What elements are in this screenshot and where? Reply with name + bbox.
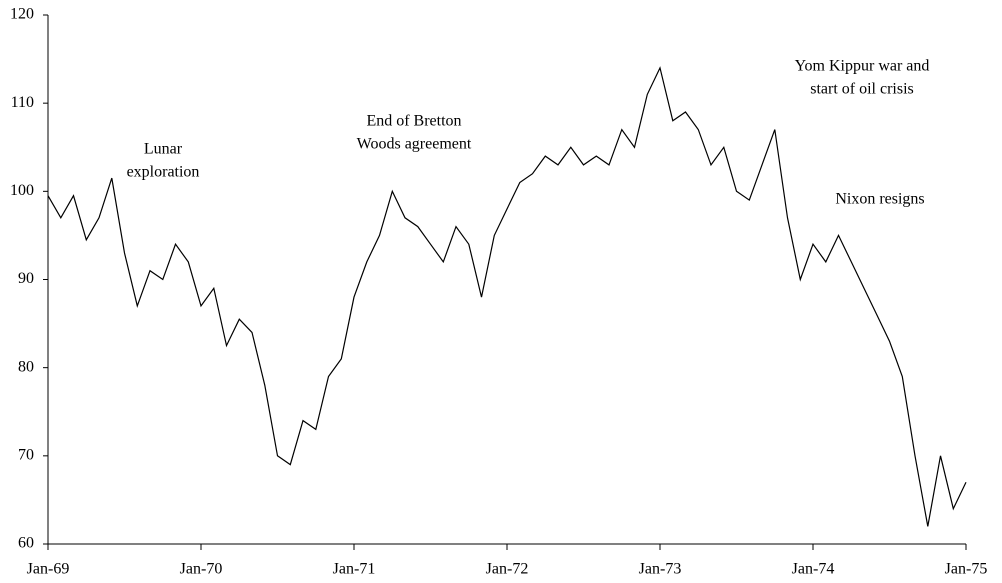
annotation: Yom Kippur war and: [795, 58, 930, 75]
y-tick-label: 100: [10, 182, 34, 199]
y-tick-label: 120: [10, 6, 34, 23]
x-tick-label: Jan-75: [945, 561, 988, 578]
x-tick-label: Jan-71: [333, 561, 376, 578]
y-tick-label: 70: [18, 447, 34, 464]
annotation: Woods agreement: [357, 136, 472, 153]
x-tick-label: Jan-74: [792, 561, 835, 578]
x-tick-label: Jan-70: [180, 561, 223, 578]
annotation: Nixon resigns: [835, 191, 924, 208]
annotation: End of Bretton: [366, 113, 461, 130]
line-series: [47, 66, 967, 527]
y-tick-label: 90: [18, 270, 34, 287]
annotation: exploration: [127, 164, 200, 181]
y-tick-label: 80: [18, 358, 34, 375]
annotation: Lunar: [144, 141, 183, 158]
x-tick-label: Jan-72: [486, 561, 529, 578]
x-tick-label: Jan-73: [639, 561, 682, 578]
x-tick-label: Jan-69: [27, 561, 70, 578]
annotation: start of oil crisis: [810, 81, 914, 98]
y-tick-label: 60: [18, 535, 34, 552]
y-tick-label: 110: [11, 94, 34, 111]
